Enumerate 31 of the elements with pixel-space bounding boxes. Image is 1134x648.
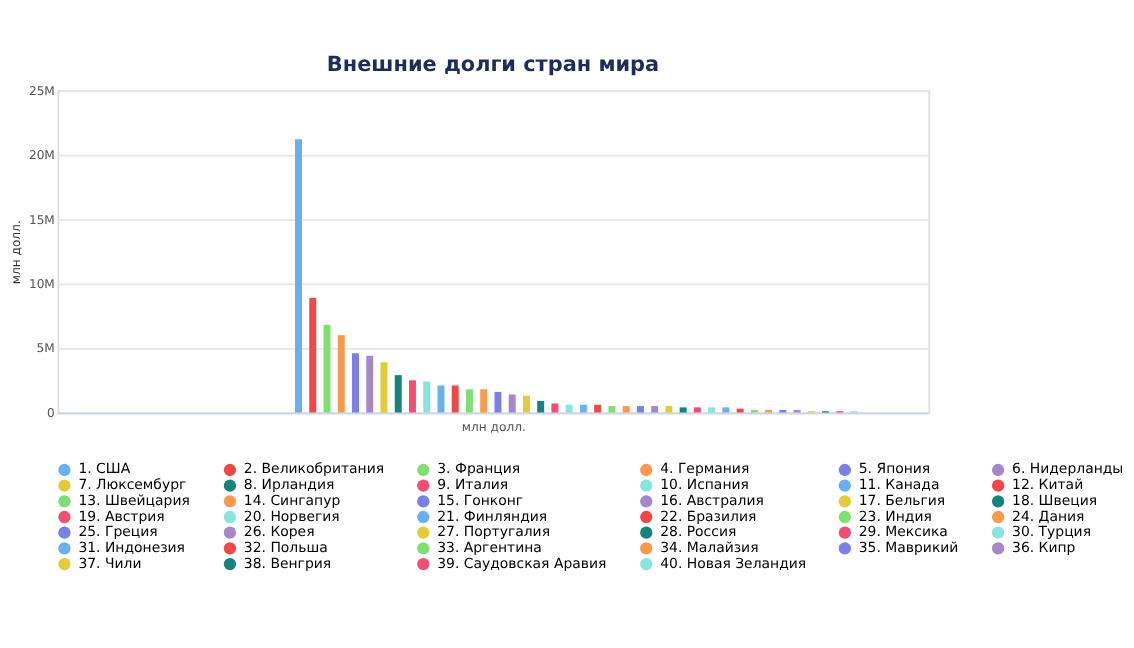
bar: [366, 355, 374, 413]
bar: [437, 385, 445, 413]
bar: [708, 407, 716, 413]
bar: [423, 381, 431, 413]
bar: [622, 406, 630, 413]
bar: [394, 375, 402, 413]
bar: [565, 404, 573, 413]
bar: [295, 139, 302, 413]
bar: [480, 389, 488, 413]
bar: [665, 406, 673, 413]
bar: [579, 404, 587, 413]
bar: [594, 404, 602, 413]
chart-title: Внешние долги стран мира: [326, 53, 660, 78]
bar: [309, 297, 317, 413]
bar: [451, 385, 459, 413]
bar: [522, 395, 530, 413]
bar: [465, 389, 473, 413]
bar: [380, 362, 388, 413]
bar: [408, 380, 416, 413]
bar: [679, 407, 687, 413]
bar: [551, 403, 559, 413]
bar: [651, 406, 659, 413]
bar: [337, 335, 345, 413]
bar: [537, 400, 545, 413]
bar: [494, 391, 502, 413]
bar: [608, 406, 616, 413]
bar: [508, 394, 516, 413]
bar: [636, 406, 644, 413]
bar: [722, 407, 730, 413]
bar: [352, 353, 359, 413]
bar: [693, 407, 701, 413]
